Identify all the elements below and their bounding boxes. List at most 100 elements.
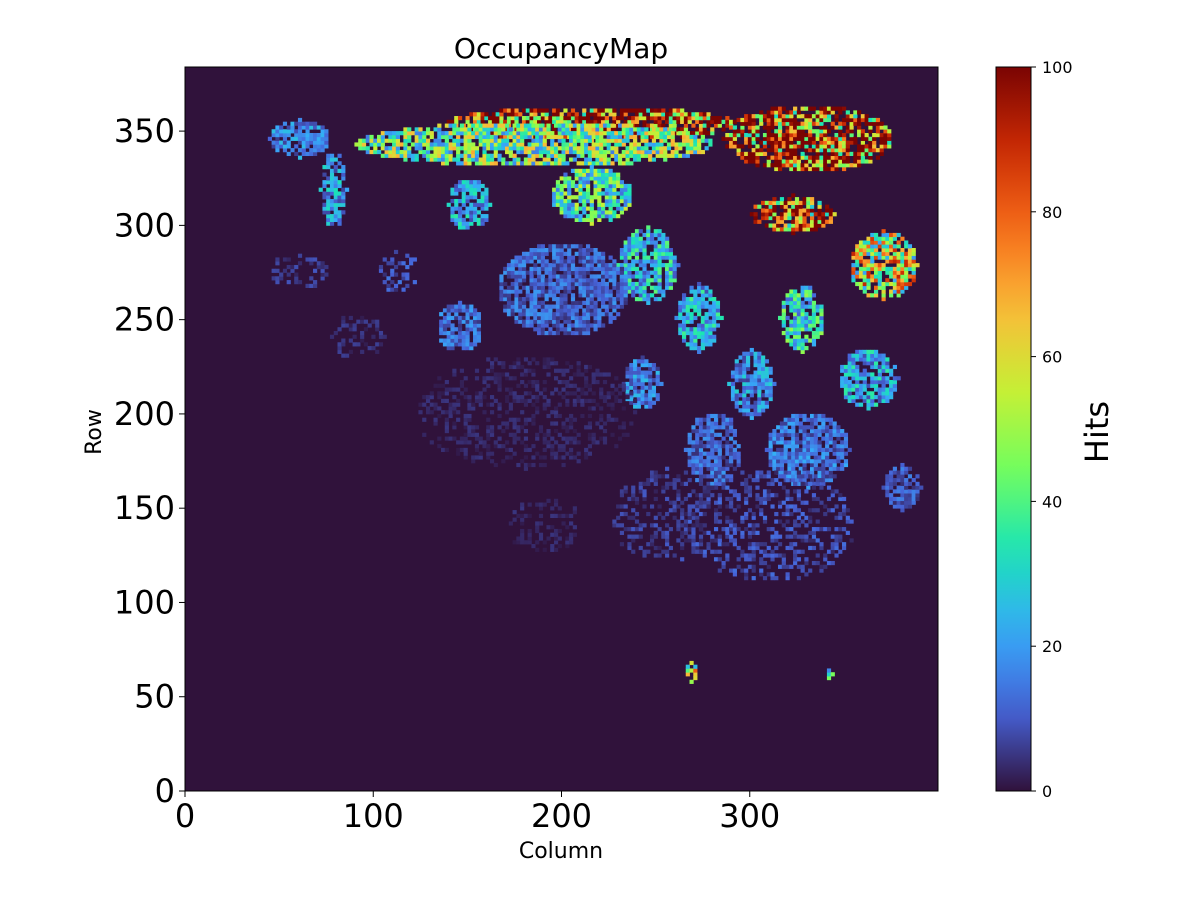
heatmap-cell: [862, 259, 867, 264]
heatmap-cell: [811, 496, 817, 502]
heatmap-cell: [817, 208, 822, 213]
heatmap-cell: [467, 146, 472, 151]
heatmap-cell: [710, 481, 715, 486]
heatmap-cell: [657, 116, 662, 121]
heatmap-cell: [815, 129, 820, 134]
heatmap-cell: [582, 255, 587, 260]
heatmap-cell: [702, 417, 707, 422]
heatmap-cell: [634, 112, 640, 117]
heatmap-cell: [681, 308, 687, 313]
heatmap-cell: [830, 106, 835, 111]
heatmap-cell: [800, 323, 805, 328]
heatmap-cell: [546, 153, 551, 158]
heatmap-cell: [570, 206, 576, 211]
heatmap-cell: [740, 549, 745, 554]
heatmap-cell: [589, 168, 594, 173]
heatmap-cell: [749, 347, 754, 353]
heatmap-cell: [825, 470, 830, 475]
heatmap-cell: [459, 153, 465, 158]
heatmap-cell: [499, 285, 504, 290]
heatmap-cell: [747, 542, 753, 547]
heatmap-cell: [674, 315, 679, 321]
heatmap-cell: [802, 417, 807, 422]
heatmap-cell: [689, 346, 694, 351]
heatmap-cell: [708, 142, 713, 147]
heatmap-cell: [649, 263, 655, 268]
heatmap-cell: [333, 217, 338, 223]
heatmap-cell: [900, 285, 905, 290]
heatmap-cell: [345, 187, 350, 192]
heatmap-cell: [687, 455, 692, 460]
heatmap-cell: [821, 429, 826, 434]
heatmap-cell: [587, 146, 593, 151]
heatmap-cell: [559, 176, 564, 181]
heatmap-cell: [745, 359, 751, 364]
heatmap-cell: [429, 134, 434, 140]
heatmap-cell: [555, 119, 561, 124]
heatmap-cell: [297, 136, 303, 141]
heatmap-cell: [473, 334, 478, 339]
heatmap-cell: [841, 106, 847, 111]
heatmap-cell: [644, 374, 649, 379]
heatmap-cell: [608, 210, 613, 215]
heatmap-cell: [841, 140, 847, 145]
heatmap-cell: [791, 425, 796, 430]
heatmap-cell: [636, 153, 641, 158]
heatmap-cell: [785, 110, 790, 115]
heatmap-cell: [819, 568, 824, 573]
heatmap-cell: [904, 274, 909, 279]
heatmap-cell: [476, 330, 481, 336]
heatmap-cell: [798, 212, 803, 217]
heatmap-cell: [695, 429, 700, 434]
heatmap-cell: [617, 153, 623, 158]
heatmap-cell: [484, 187, 489, 192]
heatmap-cell: [868, 117, 873, 123]
heatmap-cell: [540, 263, 545, 268]
heatmap-cell: [742, 396, 747, 402]
heatmap-cell: [593, 214, 598, 219]
heatmap-cell: [774, 519, 779, 524]
heatmap-cell: [809, 215, 815, 221]
heatmap-cell: [817, 413, 822, 419]
heatmap-cell: [540, 327, 545, 332]
heatmap-cell: [798, 208, 803, 213]
heatmap-cell: [529, 116, 534, 121]
heatmap-cell: [533, 308, 538, 313]
heatmap-cell: [642, 553, 647, 558]
heatmap-cell: [774, 121, 779, 126]
heatmap-cell: [843, 364, 849, 370]
heatmap-cell: [601, 168, 606, 173]
heatmap-cell: [444, 131, 449, 136]
heatmap-cell: [817, 432, 822, 437]
heatmap-cell: [474, 134, 480, 140]
heatmap-cell: [619, 289, 625, 294]
heatmap-cell: [785, 338, 790, 343]
heatmap-cell: [685, 342, 690, 347]
heatmap-cell: [695, 466, 700, 471]
heatmap-cell: [793, 330, 798, 336]
heatmap-cell: [847, 372, 852, 377]
heatmap-cell: [789, 342, 794, 347]
heatmap-cell: [717, 451, 722, 456]
heatmap-cell: [800, 349, 805, 354]
heatmap-cell: [887, 132, 892, 138]
heatmap-cell: [559, 266, 564, 272]
heatmap-cell: [570, 112, 576, 117]
heatmap-cell: [631, 508, 636, 513]
heatmap-cell: [580, 131, 585, 136]
heatmap-cell: [729, 462, 734, 468]
heatmap-cell: [538, 131, 544, 136]
heatmap-cell: [476, 183, 481, 189]
heatmap-cell: [762, 489, 768, 494]
heatmap-cell: [806, 197, 811, 202]
heatmap-cell: [732, 132, 737, 138]
heatmap-cell: [841, 545, 847, 551]
heatmap-cell: [597, 180, 602, 185]
heatmap-cell: [740, 155, 745, 160]
heatmap-cell: [770, 576, 775, 581]
heatmap-cell: [313, 144, 318, 149]
heatmap-cell: [843, 383, 849, 388]
heatmap-cell: [757, 389, 762, 394]
heatmap-cell: [870, 266, 875, 272]
heatmap-cell: [785, 508, 790, 513]
